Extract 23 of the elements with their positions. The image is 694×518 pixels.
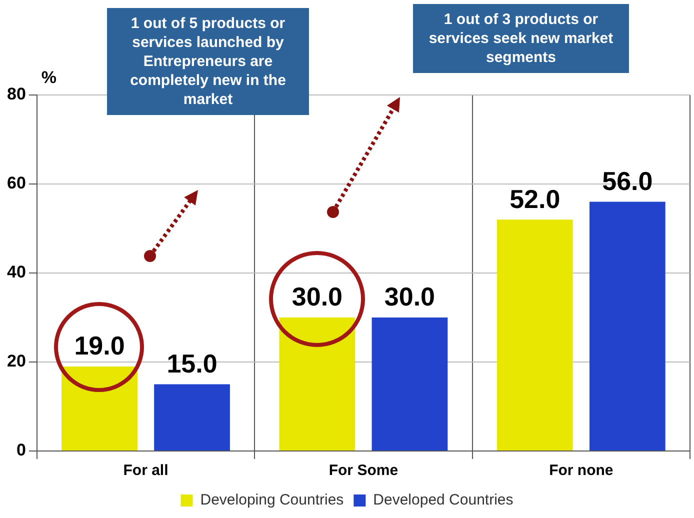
data-label: 52.0 — [510, 184, 560, 214]
bar — [496, 220, 573, 450]
y-tick-label: 40 — [6, 262, 26, 282]
data-label: 56.0 — [602, 166, 653, 196]
y-axis-title: % — [41, 68, 56, 88]
x-tick-label: For Some — [328, 462, 398, 480]
data-label: 30.0 — [292, 282, 342, 312]
y-tick-label: 0 — [16, 440, 26, 460]
annotation: 1 out of 5 products or services launched by Entrepreneurs are completely new in the market — [107, 8, 309, 115]
bar — [154, 384, 230, 450]
data-label: 19.0 — [74, 330, 125, 361]
x-tick-label: For all — [123, 462, 168, 480]
legend-label: Developing Countries — [200, 492, 344, 509]
data-label: 30.0 — [384, 282, 436, 312]
x-tick-label: For none — [549, 462, 614, 480]
data-label: 15.0 — [166, 348, 218, 378]
y-tick-label: 80 — [6, 84, 26, 104]
legend-label: Developed Countries — [373, 492, 514, 509]
y-tick-label: 20 — [6, 352, 26, 371]
bar — [589, 202, 666, 450]
bar — [372, 318, 448, 450]
text: 1 out of 3 products or services seek new market segments — [413, 4, 629, 73]
y-tick-label: 60 — [6, 174, 26, 193]
